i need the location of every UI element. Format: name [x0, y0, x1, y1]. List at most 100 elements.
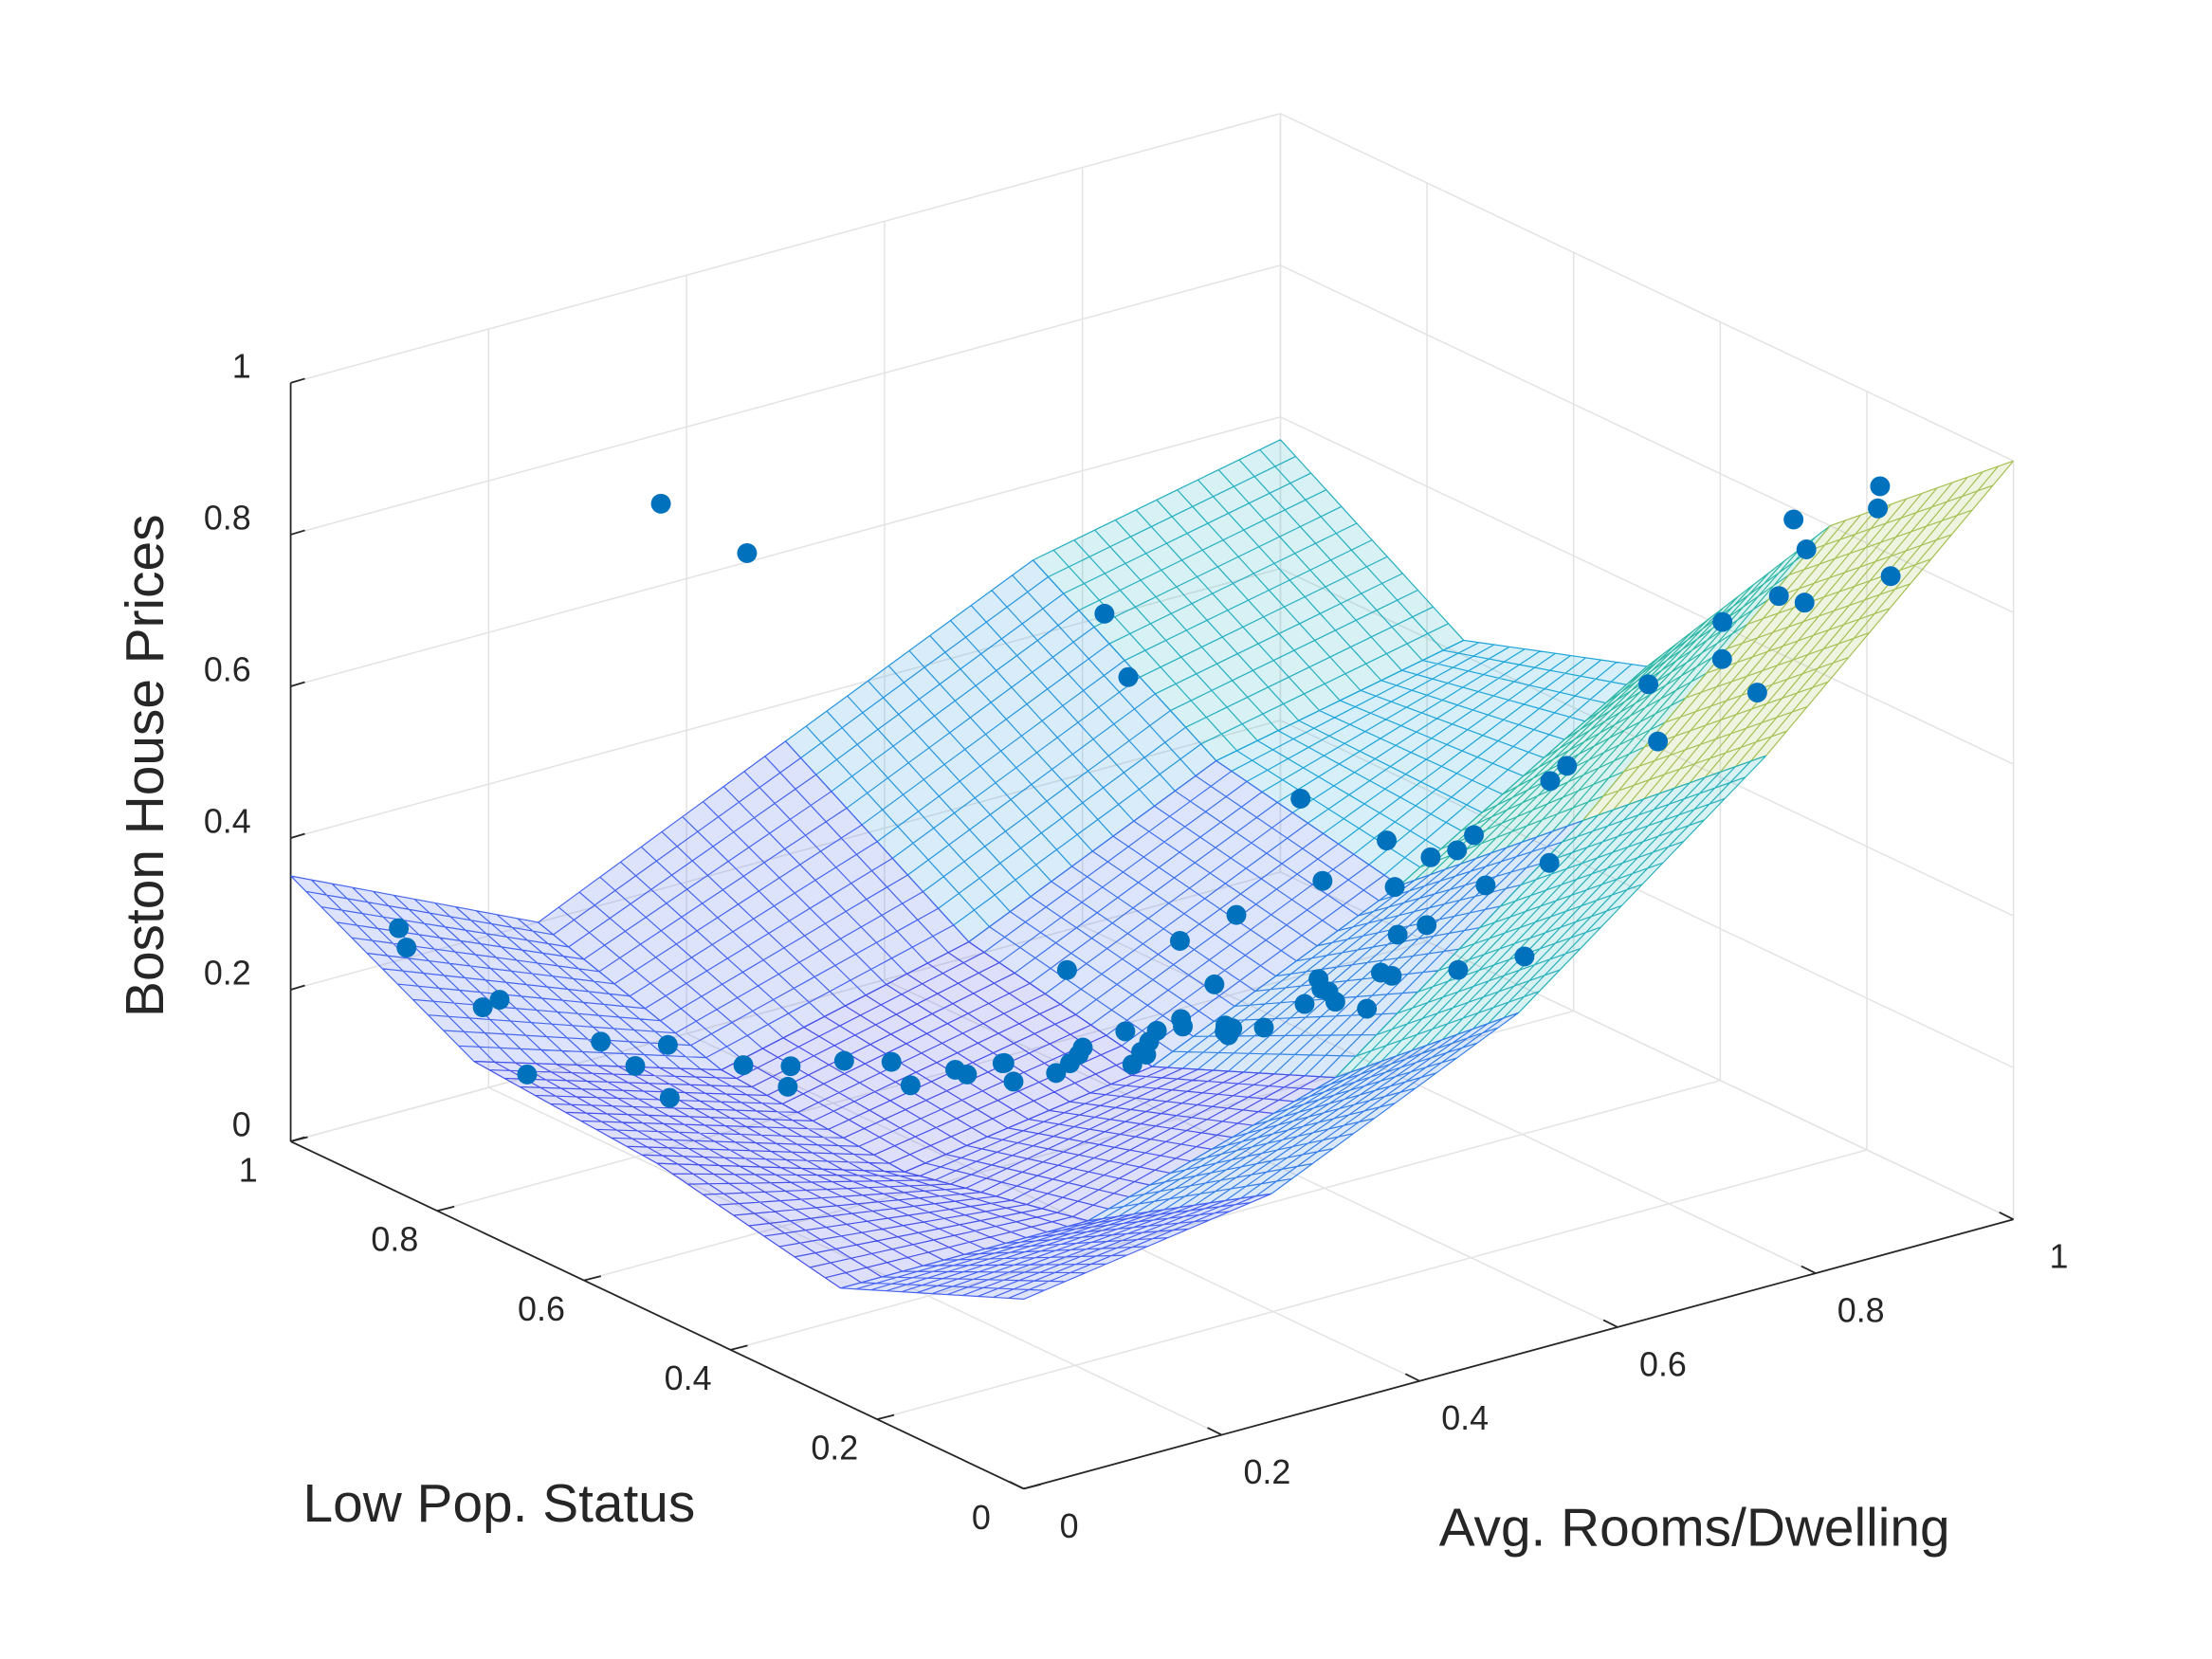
scatter-point [650, 493, 671, 514]
y-tick [436, 1205, 455, 1212]
layer [389, 476, 1901, 1108]
surface-patch [538, 740, 969, 1070]
scatter-point [992, 1053, 1013, 1074]
y-tick-label: 0.2 [811, 1430, 858, 1468]
scatter-point [1868, 498, 1889, 519]
grid-line [583, 1010, 1574, 1282]
grid-line [290, 113, 1281, 384]
scatter-point [1540, 771, 1561, 792]
z-tick-label: 0.8 [204, 499, 251, 537]
scatter-point [737, 542, 758, 563]
scatter-point [1514, 946, 1535, 967]
x-axis-label: Avg. Rooms/Dwelling [1439, 1498, 1950, 1558]
grid-line [730, 1079, 1721, 1351]
scatter-point [1870, 476, 1891, 497]
scatter-point [1069, 1045, 1089, 1065]
z-tick-label: 1 [232, 347, 251, 385]
scatter-point [1377, 830, 1398, 851]
surface-mesh [290, 875, 722, 1071]
surface-mesh [473, 1060, 905, 1173]
z-tick-label: 0.4 [204, 803, 251, 841]
scatter-point [657, 1034, 678, 1055]
scatter-point [1170, 931, 1190, 951]
scatter-point [1768, 586, 1789, 607]
surface-patch [1088, 1012, 1519, 1221]
x-tick-label: 0.6 [1639, 1345, 1687, 1383]
grid-line [290, 264, 1281, 536]
z-tick [290, 529, 305, 536]
scatter-point [1115, 1021, 1136, 1042]
y-tick [290, 1136, 308, 1142]
x-tick-label: 0.2 [1243, 1453, 1290, 1491]
scatter-point [1648, 731, 1669, 752]
scatter-point [659, 1087, 680, 1108]
surface-patch [721, 941, 1153, 1173]
y-axis-label: Low Pop. Status [303, 1474, 696, 1534]
surface-patch [1152, 820, 1583, 1078]
scatter-point [489, 990, 510, 1011]
scatter-point [1417, 915, 1437, 936]
scatter-point [1290, 789, 1311, 809]
surface-mesh [656, 1162, 1088, 1289]
scatter-point [1226, 904, 1247, 925]
grid-line [290, 416, 1281, 687]
x-tick [1801, 1265, 1817, 1274]
grid-line [1280, 416, 2014, 765]
scatter-point [1638, 674, 1659, 695]
scatter-point [1308, 969, 1329, 990]
x-axis [1023, 1218, 2014, 1490]
scatter-point [1003, 1071, 1024, 1092]
scatter-point [1046, 1063, 1067, 1084]
layer [290, 439, 2015, 1300]
scatter-point [1357, 998, 1378, 1019]
scatter-point [1447, 840, 1468, 861]
scatter-point [833, 1050, 854, 1071]
grid-line [1280, 720, 2014, 1068]
scatter-point [1464, 825, 1485, 846]
x-tick [1602, 1319, 1618, 1328]
scatter-point [472, 997, 493, 1018]
z-axis-label: Boston House Prices [116, 514, 175, 1017]
scatter-point [1122, 1054, 1143, 1075]
scatter-point [396, 938, 417, 958]
scatter-point [1796, 539, 1817, 559]
scatter-point [1312, 870, 1333, 891]
scatter-point [1056, 959, 1077, 980]
scatter-point [1146, 1020, 1167, 1041]
y-tick [876, 1413, 895, 1421]
grid-line [290, 568, 1281, 839]
y-tick [730, 1344, 748, 1351]
grid-line [1280, 113, 2014, 462]
scatter-point [591, 1031, 612, 1052]
scatter-point [881, 1051, 902, 1072]
x-tick-label: 0 [1060, 1507, 1079, 1545]
scatter-point [733, 1055, 754, 1076]
grid-line [290, 871, 1281, 1142]
scatter-point [1173, 1016, 1194, 1037]
scatter-point [1746, 683, 1767, 703]
z-tick-label: 0.2 [204, 955, 251, 993]
z-tick [290, 681, 305, 687]
scatter-point [957, 1064, 978, 1085]
scatter-point [777, 1076, 798, 1097]
scatter-point [1794, 592, 1815, 613]
scatter-point [1448, 959, 1469, 980]
y-tick [583, 1275, 602, 1282]
x-tick-label: 0.4 [1441, 1399, 1489, 1437]
scatter-point [1420, 847, 1441, 867]
y-axis [290, 1140, 1025, 1490]
z-tick [290, 377, 305, 384]
scatter-point [1880, 566, 1901, 587]
scatter-point [1218, 1025, 1238, 1046]
scatter-point [1118, 666, 1139, 687]
y-tick-label: 0 [972, 1499, 991, 1537]
scatter-point [1712, 611, 1733, 632]
y-tick [1023, 1484, 1041, 1490]
scatter-point [1539, 852, 1560, 873]
scatter-point [1387, 924, 1408, 945]
grid-line [290, 720, 1281, 991]
scatter-point [1204, 974, 1225, 994]
z-tick-label: 0.6 [204, 650, 251, 688]
scatter-point [625, 1055, 646, 1076]
